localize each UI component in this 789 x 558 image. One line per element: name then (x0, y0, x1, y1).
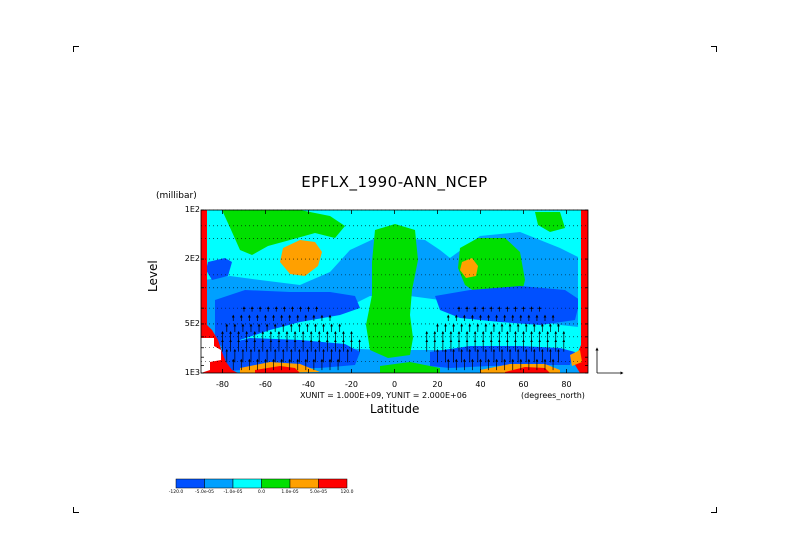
corner-mark-tl (73, 46, 79, 52)
colorbar (175, 478, 348, 489)
reference-vector (595, 347, 624, 375)
field-darkblue-upper (206, 258, 232, 280)
field-green-center (366, 224, 418, 358)
colorbar-swatch (318, 478, 348, 489)
chart-title: EPFLX_1990-ANN_NCEP (301, 173, 488, 191)
field-darkblue-bottom-nh (430, 346, 575, 368)
x-axis-label: Latitude (370, 402, 420, 416)
x-tick-label: -20 (344, 380, 359, 389)
colorbar-swatch (232, 478, 262, 489)
ep-flux-vectors (221, 306, 566, 371)
y-tick-label: 1E2 (184, 205, 200, 214)
x-units-label: (degrees_north) (521, 391, 585, 400)
colorbar-label: 1.0e-05 (281, 490, 299, 495)
field-green-bottom (380, 362, 440, 373)
y-tick-label: 1E3 (184, 368, 200, 377)
x-tick-label: 20 (432, 380, 443, 389)
colorbar-swatch (289, 478, 319, 489)
x-tick-label: 0 (391, 380, 398, 389)
y-tick-label: 2E2 (184, 254, 200, 264)
corner-mark-br (711, 507, 717, 513)
field-red-right-edge (572, 210, 588, 373)
vector-scale-text: XUNIT = 1.000E+09, YUNIT = 2.000E+06 (300, 391, 467, 400)
colorbar-swatch (175, 478, 205, 489)
x-tick-label: -80 (215, 380, 230, 389)
x-tick-label: 40 (475, 380, 486, 389)
field-orange-right (460, 258, 478, 278)
colorbar-label: 0.0 (257, 490, 266, 495)
colorbar-label: -5.0e-05 (195, 490, 214, 495)
field-green-left (222, 210, 345, 255)
colorbar-swatch (204, 478, 234, 489)
field-red-bottom-sh (255, 366, 300, 373)
y-units-label: (millibar) (156, 191, 197, 201)
corner-mark-bl (73, 507, 79, 513)
field-orange-left (280, 240, 322, 276)
colorbar-label: 120.0 (340, 490, 354, 495)
field-red-bottom-nh (505, 367, 550, 373)
x-tick-label: 60 (518, 380, 529, 389)
x-tick-label: -60 (258, 380, 273, 389)
field-cyan-right-edge (578, 230, 581, 330)
field-red-left-edge (201, 210, 238, 373)
colorbar-label: 5.0e-05 (309, 490, 328, 495)
y-axis-label: Level (146, 260, 160, 292)
corner-mark-tr (711, 46, 717, 52)
x-tick-label: 80 (561, 380, 572, 389)
colorbar-label: -1.0e-05 (223, 490, 243, 495)
axis-ticks (201, 209, 588, 374)
field-white-left (201, 338, 221, 373)
colorbar-swatch (261, 478, 291, 489)
field-darkblue-sh (215, 290, 360, 350)
y-tick-label: 5E2 (184, 318, 200, 328)
x-tick-label: -40 (301, 380, 316, 389)
field-green-right (458, 238, 525, 300)
colorbar-label: -120.0 (168, 490, 184, 495)
field-green-right2 (535, 212, 565, 232)
field-orange-right-edge (570, 350, 582, 366)
